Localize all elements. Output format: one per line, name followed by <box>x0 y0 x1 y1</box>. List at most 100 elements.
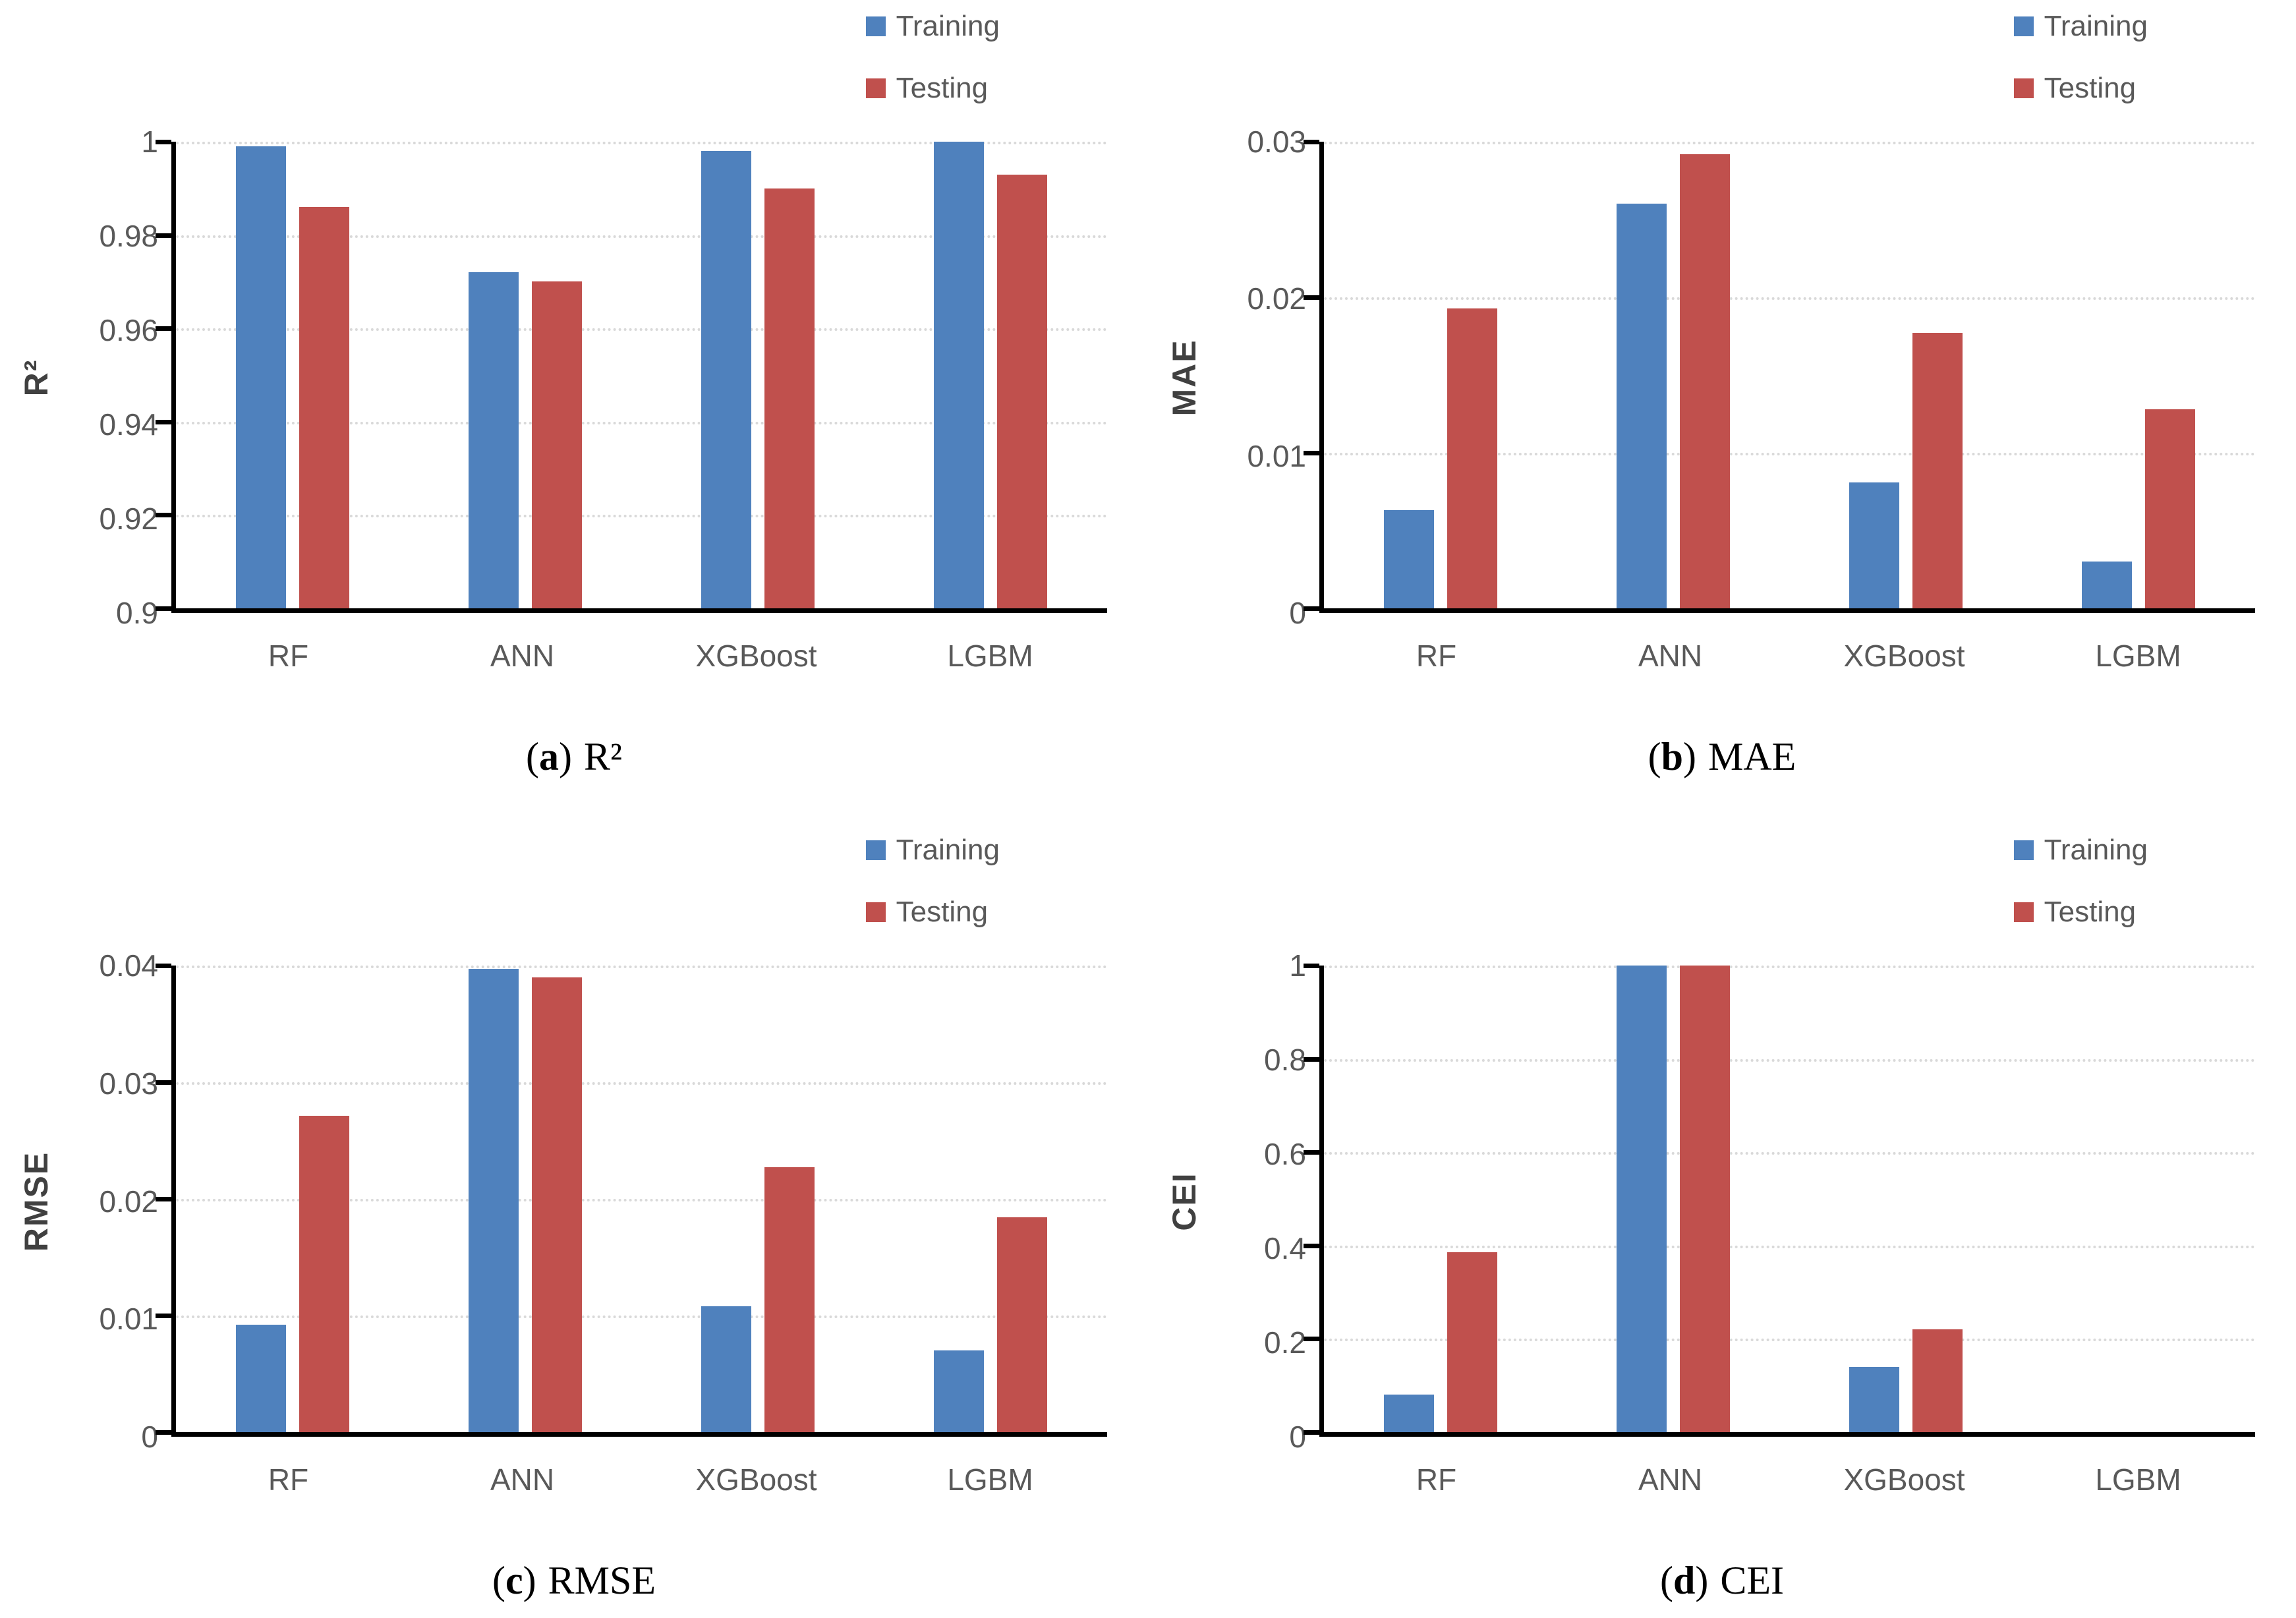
x-category-label-rf: RF <box>268 639 309 673</box>
bar-d-ann-training <box>1616 966 1667 1432</box>
x-category-label-lgbm: LGBM <box>947 639 1033 673</box>
y-axis-tickmark <box>156 1314 171 1318</box>
y-tick-label: 0.94 <box>99 407 158 442</box>
x-category-label-ann: ANN <box>1638 1462 1703 1497</box>
panel-caption-c: (c) RMSE <box>0 1536 1148 1618</box>
bar-group-lgbm <box>875 966 1107 1432</box>
y-tick-label: 0.01 <box>99 1302 158 1337</box>
caption-letter: c <box>505 1559 523 1602</box>
legend-swatch-testing <box>865 902 886 922</box>
y-tick-label: 0.4 <box>1264 1231 1306 1265</box>
legend-label-testing: Testing <box>896 72 989 104</box>
bar-group-xgboost <box>642 966 875 1432</box>
bar-c-lgbm-training <box>934 1350 985 1432</box>
x-category-label-xgboost: XGBoost <box>1843 1462 1965 1497</box>
caption-close-paren: ) <box>1695 1559 1709 1602</box>
bar-a-rf-testing <box>299 207 349 608</box>
y-tick-label: 0.04 <box>99 948 158 983</box>
bars-layer-d <box>1324 966 2255 1432</box>
plot-area-c <box>156 964 1107 1437</box>
gridline <box>176 1199 1107 1201</box>
y-axis-tickmark <box>156 419 171 424</box>
x-category-label-xgboost: XGBoost <box>695 639 817 673</box>
y-axis-title-cell-d: CEI <box>1148 966 1220 1437</box>
y-tick-label: 0.98 <box>99 219 158 253</box>
legend-label-training: Training <box>2044 10 2148 42</box>
panel-c: RMSE 0.04 0.03 0.02 0.01 0 RF ANN XGBoost LGBM Tra… <box>0 824 1148 1536</box>
y-tick-labels-d: 1 0.8 0.6 0.4 0.2 0 <box>1220 950 1319 1452</box>
y-axis-tickmark <box>1304 1243 1319 1248</box>
caption-open-paren: ( <box>1648 735 1661 778</box>
legend-item-training: Training <box>865 12 1000 41</box>
legend-swatch-training <box>2013 16 2034 36</box>
legend-swatch-training <box>865 840 886 860</box>
bar-c-xgboost-testing <box>764 1167 815 1432</box>
panel-b: MAE 0.03 0.02 0.01 0 RF ANN XGBoost LGBM Training… <box>1148 0 2296 712</box>
bar-group-rf <box>1324 142 1557 608</box>
y-tick-label: 0.92 <box>99 502 158 536</box>
x-category-label-ann: ANN <box>490 639 555 673</box>
legend-item-training: Training <box>865 836 1000 865</box>
bar-a-xgboost-training <box>701 151 752 608</box>
y-axis-tickmark <box>1304 1337 1319 1342</box>
y-tick-label: 0.01 <box>1247 438 1306 473</box>
bar-c-xgboost-training <box>701 1306 752 1432</box>
panel-d: CEI 1 0.8 0.6 0.4 0.2 0 RF ANN XGBoost LGBM Trainin… <box>1148 824 2296 1536</box>
y-axis-title-b: MAE <box>1166 338 1203 417</box>
gridline <box>1324 1152 2255 1155</box>
caption-open-paren: ( <box>492 1559 505 1602</box>
bar-b-lgbm-training <box>2082 562 2133 608</box>
bar-a-ann-training <box>468 272 519 608</box>
bar-a-ann-testing <box>531 281 582 608</box>
bar-group-rf <box>176 966 409 1432</box>
y-tick-label: 1 <box>1289 948 1306 983</box>
caption-metric-label: MAE <box>1708 735 1796 778</box>
bar-group-xgboost <box>1790 142 2023 608</box>
legend-item-testing: Testing <box>865 72 1000 104</box>
bar-group-lgbm <box>2023 966 2255 1432</box>
y-axis-tickmark <box>1304 1056 1319 1062</box>
legend-swatch-testing <box>865 78 886 98</box>
bar-c-lgbm-testing <box>997 1217 1048 1432</box>
bar-group-xgboost <box>1790 966 2023 1432</box>
x-category-label-rf: RF <box>1416 1462 1457 1497</box>
y-axis-tickmark <box>1304 450 1319 455</box>
panel-caption-d: (d) CEI <box>1148 1536 2296 1618</box>
panel-caption-a: (a) R² <box>0 712 1148 824</box>
gridline <box>176 515 1107 518</box>
caption-letter: d <box>1673 1559 1696 1602</box>
legend-item-testing: Testing <box>865 896 1000 928</box>
y-axis-title-d: CEI <box>1166 1171 1203 1231</box>
legend-label-testing: Testing <box>896 896 989 928</box>
bar-d-xgboost-training <box>1849 1366 1900 1432</box>
x-category-label-ann: ANN <box>1638 639 1703 673</box>
bar-c-ann-testing <box>531 977 582 1432</box>
bar-b-ann-testing <box>1679 154 1730 608</box>
caption-close-paren: ) <box>523 1559 536 1602</box>
legend-label-testing: Testing <box>2044 896 2137 928</box>
bar-b-xgboost-testing <box>1912 333 1963 608</box>
bar-c-rf-training <box>235 1325 286 1432</box>
y-tick-label: 0 <box>141 1420 158 1454</box>
x-category-label-xgboost: XGBoost <box>1843 639 1965 673</box>
y-tick-label: 1 <box>141 125 158 159</box>
y-axis-tickmark <box>156 1430 171 1435</box>
gridline <box>176 142 1107 144</box>
y-tick-label: 0.96 <box>99 313 158 347</box>
bar-c-rf-testing <box>299 1116 349 1432</box>
gridline <box>176 235 1107 238</box>
gridline <box>1324 1245 2255 1248</box>
y-axis-title-cell-b: MAE <box>1148 142 1220 613</box>
gridline <box>176 966 1107 968</box>
bar-d-rf-testing <box>1447 1252 1497 1432</box>
y-axis-tickmark <box>1304 140 1319 144</box>
bars-layer-b <box>1324 142 2255 608</box>
y-axis-tickmark <box>156 1080 171 1085</box>
legend-item-training: Training <box>2013 10 2148 42</box>
bar-group-ann <box>1557 966 1789 1432</box>
gridline <box>176 328 1107 332</box>
legend-swatch-testing <box>2013 902 2034 922</box>
y-axis-tickmark <box>1304 1150 1319 1155</box>
bar-d-rf-training <box>1383 1395 1434 1432</box>
bar-group-rf <box>1324 966 1557 1432</box>
